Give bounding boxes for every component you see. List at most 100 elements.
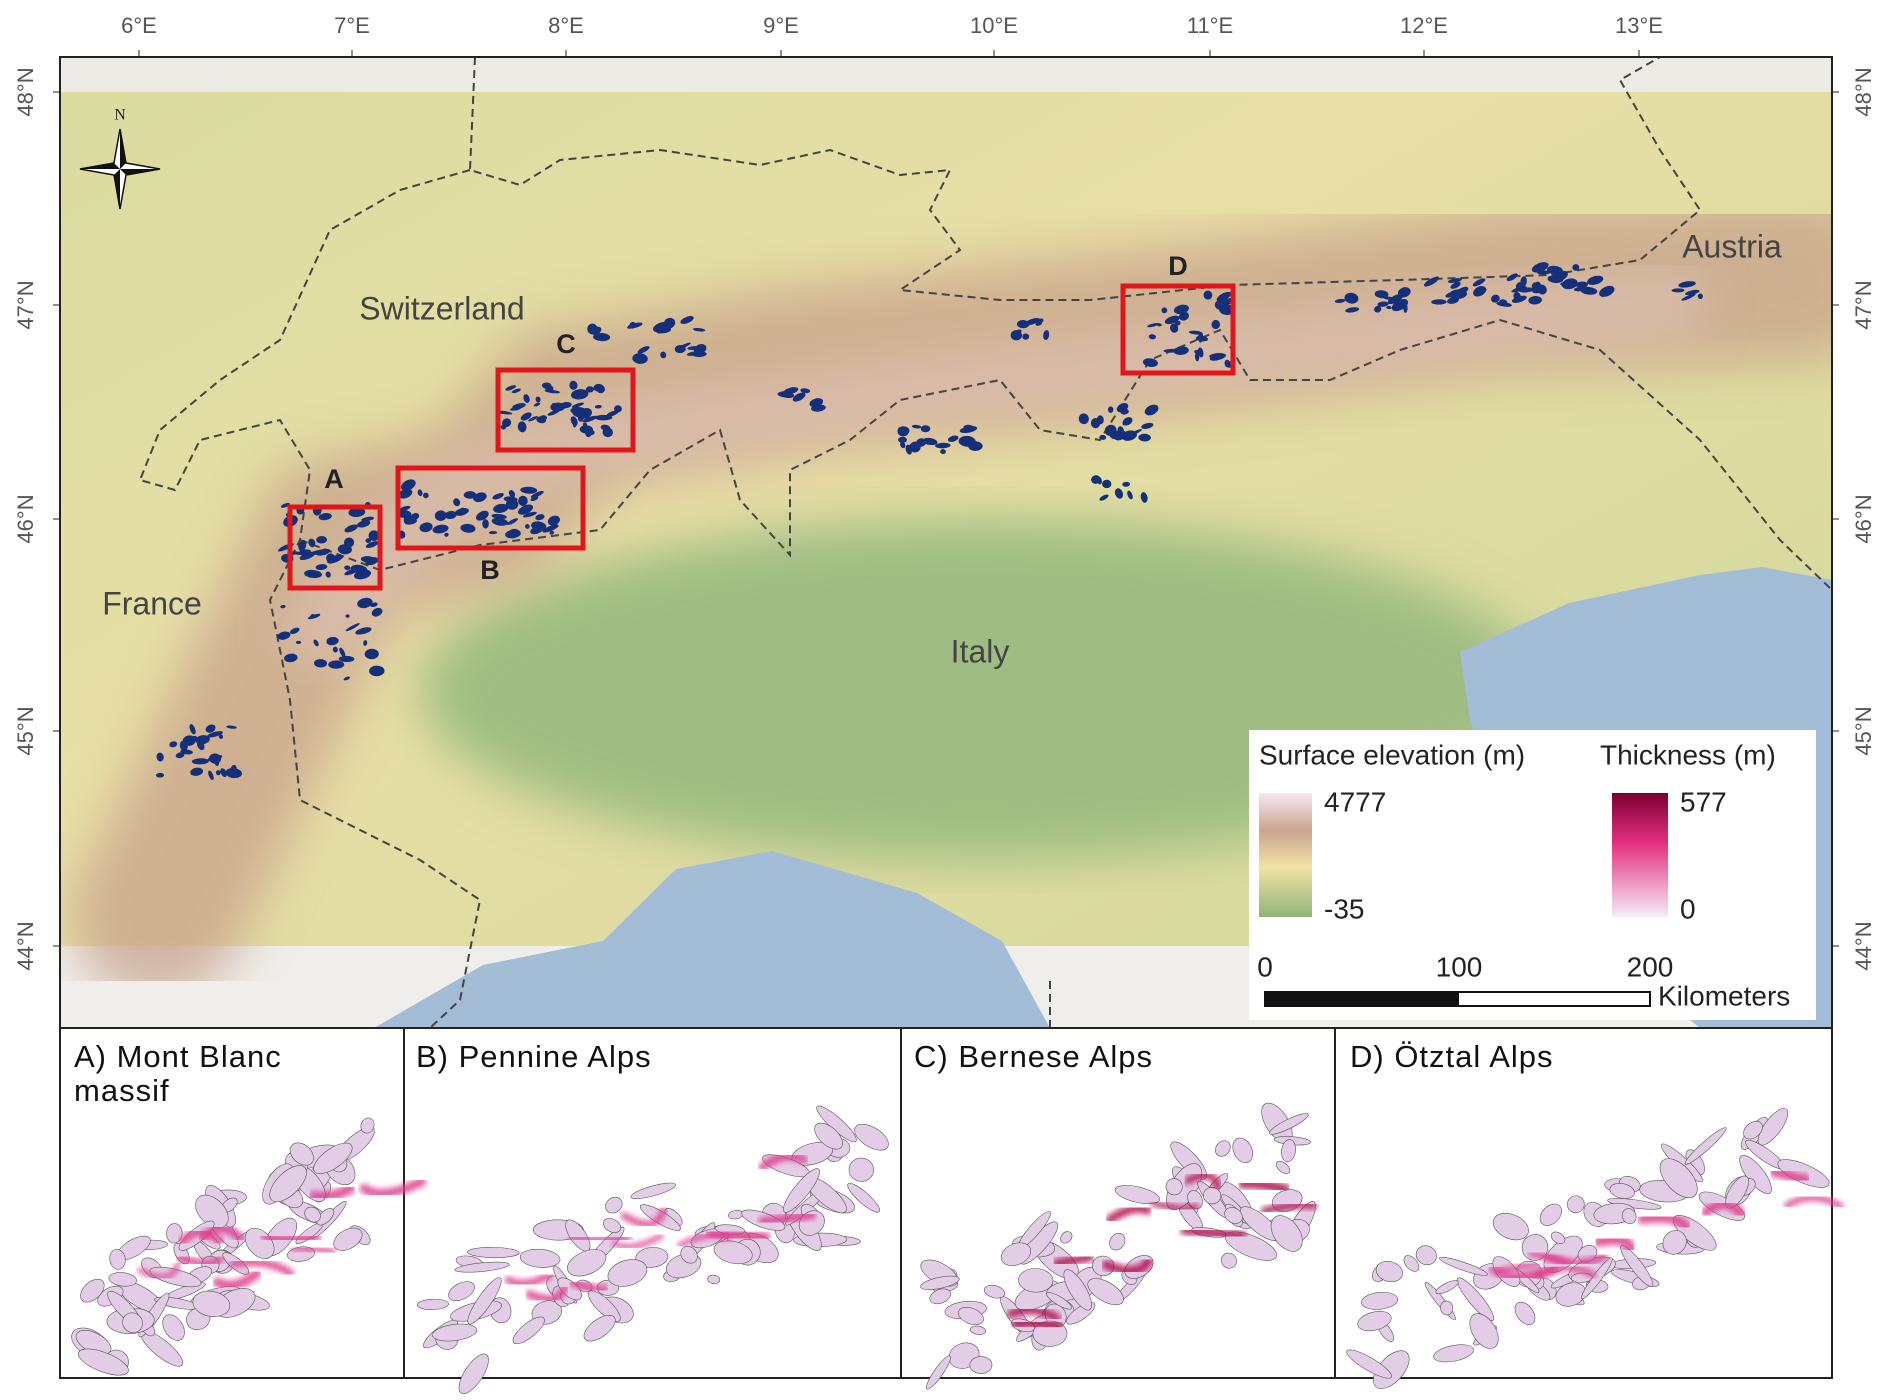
- glacier: [332, 646, 338, 653]
- glacier: [295, 640, 302, 644]
- glacier: [218, 734, 224, 739]
- glacier: [307, 613, 321, 620]
- thick-channel: [137, 1261, 181, 1280]
- thick-channel: [568, 1278, 609, 1294]
- glacier: [289, 627, 300, 635]
- glacier-thickness: [605, 1196, 623, 1214]
- glacier: [1174, 320, 1181, 326]
- thick-channel: [757, 1210, 817, 1226]
- glacier: [493, 503, 509, 513]
- glacier-thickness: [929, 1288, 951, 1305]
- glacier: [1447, 278, 1462, 284]
- glacier-thickness: [1456, 1277, 1495, 1322]
- glacier-thickness: [304, 1206, 321, 1223]
- glacier: [1344, 292, 1359, 304]
- glacier: [1345, 307, 1360, 313]
- glacier: [585, 386, 594, 393]
- glacier-thickness: [1415, 1245, 1437, 1266]
- glacier-thickness: [1275, 1160, 1291, 1174]
- glacier: [1097, 477, 1102, 485]
- glacier: [569, 380, 578, 390]
- glacier: [572, 407, 589, 418]
- legend: Surface elevation (m) Thickness (m) 4777…: [1249, 730, 1816, 1020]
- region-label: C: [556, 329, 576, 359]
- glacier-thickness: [1435, 1280, 1459, 1295]
- glacier: [524, 524, 530, 529]
- glacier-thickness: [926, 1355, 951, 1390]
- glacier: [399, 505, 411, 512]
- glacier: [357, 597, 373, 609]
- thick-channel: [1532, 1264, 1597, 1281]
- glacier: [1161, 307, 1168, 314]
- glacier: [539, 415, 548, 421]
- glacier: [156, 752, 164, 762]
- glacier: [959, 426, 978, 434]
- glacier: [1138, 433, 1151, 442]
- glacier-thickness: [77, 1348, 129, 1376]
- glacier: [277, 631, 291, 640]
- glacier: [434, 510, 447, 521]
- glacier: [1334, 298, 1346, 303]
- glacier: [423, 492, 429, 499]
- glacier: [313, 639, 319, 647]
- glacier: [1216, 291, 1232, 302]
- glacier: [541, 382, 552, 389]
- glacier: [571, 402, 584, 408]
- glacier: [947, 435, 959, 442]
- north-label: N: [114, 107, 126, 124]
- glacier-thickness: [848, 1157, 874, 1182]
- glacier-thickness: [1063, 1269, 1092, 1311]
- scale-tick: 100: [1436, 951, 1483, 982]
- thick-channel: [1260, 1201, 1318, 1215]
- glacier-thickness: [1539, 1203, 1562, 1226]
- glacier: [1478, 288, 1487, 293]
- lat-tick-label: 46°N: [1851, 494, 1876, 543]
- glacier: [326, 553, 336, 563]
- thick-channel: [525, 1284, 569, 1304]
- glacier-thickness: [1662, 1230, 1687, 1255]
- legend-title: Thickness (m): [1600, 739, 1776, 770]
- glacier: [169, 741, 178, 748]
- glacier: [1209, 353, 1227, 359]
- glacier: [1472, 278, 1486, 287]
- lat-tick-label: 45°N: [13, 706, 38, 755]
- glacier: [1450, 281, 1461, 289]
- glacier-thickness: [1514, 1301, 1536, 1326]
- glacier-thickness: [713, 1240, 753, 1265]
- glacier: [570, 416, 578, 426]
- glacier-thickness: [680, 1246, 698, 1264]
- glacier: [506, 518, 518, 526]
- glacier-thickness: [1281, 1139, 1297, 1163]
- glacier: [1423, 276, 1440, 287]
- glacier-thickness: [454, 1261, 510, 1273]
- thick-channel: [1007, 1305, 1062, 1323]
- glacier-thickness: [958, 1307, 984, 1326]
- glacier: [1374, 305, 1382, 313]
- glacier: [308, 538, 316, 548]
- glacier-thickness: [289, 1142, 314, 1166]
- glacier-thickness: [587, 1290, 621, 1322]
- glacier-thickness: [1550, 1231, 1566, 1244]
- glacier-thickness: [983, 1284, 1006, 1299]
- country-label: Italy: [951, 633, 1010, 669]
- glacier: [226, 725, 237, 729]
- glacier-thickness: [166, 1223, 183, 1244]
- region-label: B: [480, 555, 500, 585]
- glacier: [911, 424, 922, 429]
- glacier-thickness: [847, 1183, 881, 1213]
- glacier: [191, 758, 209, 765]
- thick-channel: [212, 1268, 262, 1291]
- lon-tick-label: 7°E: [334, 13, 370, 38]
- thick-channel: [178, 1228, 225, 1247]
- glacier: [1194, 349, 1201, 354]
- glacier-thickness: [783, 1168, 820, 1213]
- glacier: [410, 513, 420, 521]
- glacier: [1140, 492, 1148, 503]
- lon-tick-label: 13°E: [1615, 13, 1663, 38]
- thick-channel: [758, 1152, 808, 1172]
- glacier: [361, 516, 375, 522]
- glacier: [1156, 323, 1162, 327]
- glacier: [365, 556, 379, 566]
